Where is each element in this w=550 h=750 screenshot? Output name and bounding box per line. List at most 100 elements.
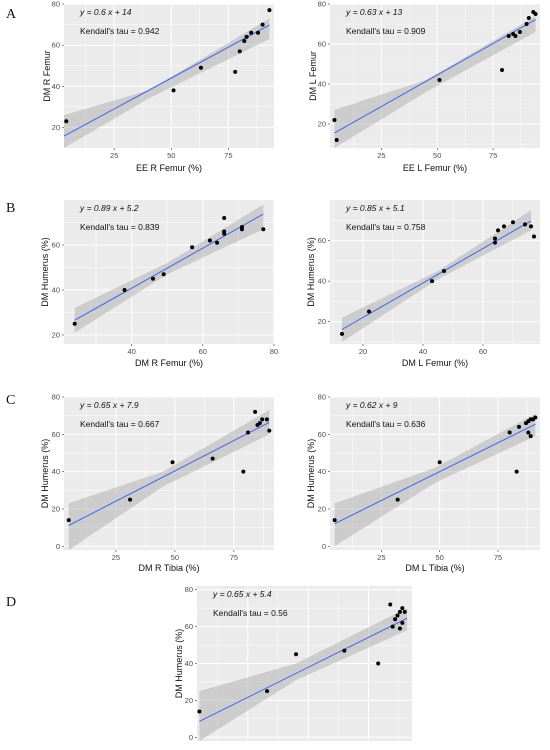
- y-tick-label: 80: [318, 393, 326, 402]
- data-point: [402, 609, 407, 614]
- data-point: [122, 288, 127, 292]
- data-point: [161, 272, 166, 277]
- y-tick-label: 40: [318, 467, 326, 476]
- x-axis-title: DM R Tibia (%): [138, 563, 199, 573]
- data-point: [395, 497, 400, 502]
- data-point: [367, 309, 371, 314]
- data-point: [249, 30, 254, 35]
- kendall-tau-annotation: Kendall's tau = 0.636: [346, 419, 426, 429]
- x-tick-label: 50: [435, 553, 443, 562]
- data-point: [253, 409, 258, 414]
- x-tick-label: 25: [110, 151, 118, 160]
- plot-dm-l-femur-humerus: y = 0.85 x + 5.1 Kendall's tau = 0.758 20 4…: [306, 200, 540, 368]
- y-tick-label: 60: [185, 622, 193, 631]
- y-axis-title: DM L Femur: [308, 51, 318, 101]
- data-point: [171, 88, 176, 93]
- plot-dm-r-femur-humerus: y = 0.89 x + 5.2 Kendall's tau = 0.839 20 4…: [40, 200, 278, 368]
- y-tick-label: 20: [52, 123, 60, 132]
- data-point: [342, 648, 347, 653]
- data-point: [267, 428, 272, 433]
- data-point: [294, 652, 299, 657]
- equation-annotation: y = 0.89 x + 5.2: [79, 203, 139, 213]
- data-point: [222, 229, 227, 234]
- regression-line: [63, 24, 270, 137]
- plot-dm-l-tibia-humerus: y = 0.62 x + 9 Kendall's tau = 0.636 0 20 40…: [306, 393, 540, 573]
- data-point: [265, 689, 270, 694]
- confidence-ribbon: [334, 413, 536, 547]
- x-tick-label: 75: [230, 553, 238, 562]
- x-axis-title: DM R Femur (%): [135, 358, 203, 368]
- x-tick-label: 25: [377, 553, 385, 562]
- y-tick-label: 80: [52, 393, 60, 402]
- x-tick-label: 80: [270, 347, 278, 356]
- confidence-ribbon: [74, 204, 264, 333]
- x-tick-label: 60: [199, 347, 207, 356]
- data-point: [198, 65, 203, 70]
- data-point: [260, 22, 265, 27]
- data-point: [493, 240, 497, 245]
- data-point: [513, 34, 518, 38]
- kendall-tau-annotation: Kendall's tau = 0.56: [213, 608, 288, 618]
- y-tick-label: 20: [185, 696, 193, 705]
- x-axis-title: EE R Femur (%): [136, 163, 202, 173]
- data-point: [533, 415, 538, 420]
- panel-letter-c: C: [6, 393, 15, 408]
- regression-line: [334, 19, 536, 134]
- y-tick-label: 60: [52, 241, 60, 250]
- plot-d-humerus: y = 0.65 x + 5.4 Kendall's tau = 0.56 0 20 4…: [174, 585, 412, 742]
- y-tick-label: 60: [318, 236, 326, 245]
- y-axis-title: DM R Femur: [42, 50, 52, 102]
- data-point: [376, 661, 381, 666]
- y-tick-label: 40: [318, 277, 326, 286]
- x-tick-label: 40: [127, 347, 135, 356]
- equation-annotation: y = 0.65 x + 5.4: [212, 589, 272, 599]
- y-tick-label: 60: [318, 430, 326, 439]
- confidence-ribbon: [334, 16, 536, 148]
- data-point: [66, 518, 71, 523]
- data-point: [239, 225, 244, 229]
- data-point: [242, 39, 247, 44]
- data-point: [526, 16, 531, 20]
- x-tick-label: 50: [433, 151, 441, 160]
- x-tick-label: 40: [419, 347, 427, 356]
- y-tick-label: 0: [322, 542, 326, 551]
- y-tick-label: 20: [52, 331, 60, 340]
- panel-letter-d: D: [6, 595, 16, 610]
- data-point: [332, 118, 337, 122]
- data-point: [215, 240, 220, 245]
- x-tick-label: 75: [489, 151, 497, 160]
- data-point: [390, 624, 395, 629]
- data-point: [256, 30, 261, 35]
- data-point: [496, 228, 500, 233]
- data-point: [511, 220, 515, 225]
- data-point: [64, 119, 69, 124]
- x-tick-label: 25: [112, 553, 120, 562]
- y-tick-label: 60: [52, 430, 60, 439]
- panel-letter-a: A: [6, 7, 17, 22]
- data-point: [400, 606, 405, 611]
- kendall-tau-annotation: Kendall's tau = 0.667: [80, 419, 160, 429]
- data-point: [233, 69, 238, 74]
- data-point: [237, 49, 242, 54]
- x-tick-label: 50: [167, 151, 175, 160]
- x-tick-label: 20: [359, 347, 367, 356]
- x-tick-label: 60: [479, 347, 487, 356]
- x-axis-title: DM L Femur (%): [402, 358, 468, 368]
- equation-annotation: y = 0.65 x + 7.9: [79, 400, 139, 410]
- y-tick-label: 80: [318, 0, 326, 9]
- data-point: [190, 245, 195, 250]
- y-tick-label: 0: [56, 542, 60, 551]
- data-point: [437, 460, 442, 465]
- x-tick-label: 75: [494, 553, 502, 562]
- kendall-tau-annotation: Kendall's tau = 0.839: [80, 222, 160, 232]
- data-point: [517, 424, 521, 429]
- data-point: [397, 626, 402, 631]
- y-tick-label: 20: [52, 504, 60, 513]
- data-point: [400, 620, 405, 625]
- data-point: [524, 22, 529, 26]
- plot-dm-r-tibia-humerus: y = 0.65 x + 7.9 Kendall's tau = 0.667 0 20…: [40, 393, 274, 573]
- data-point: [260, 417, 265, 422]
- data-point: [261, 227, 266, 232]
- data-point: [517, 30, 522, 34]
- data-point: [442, 268, 446, 273]
